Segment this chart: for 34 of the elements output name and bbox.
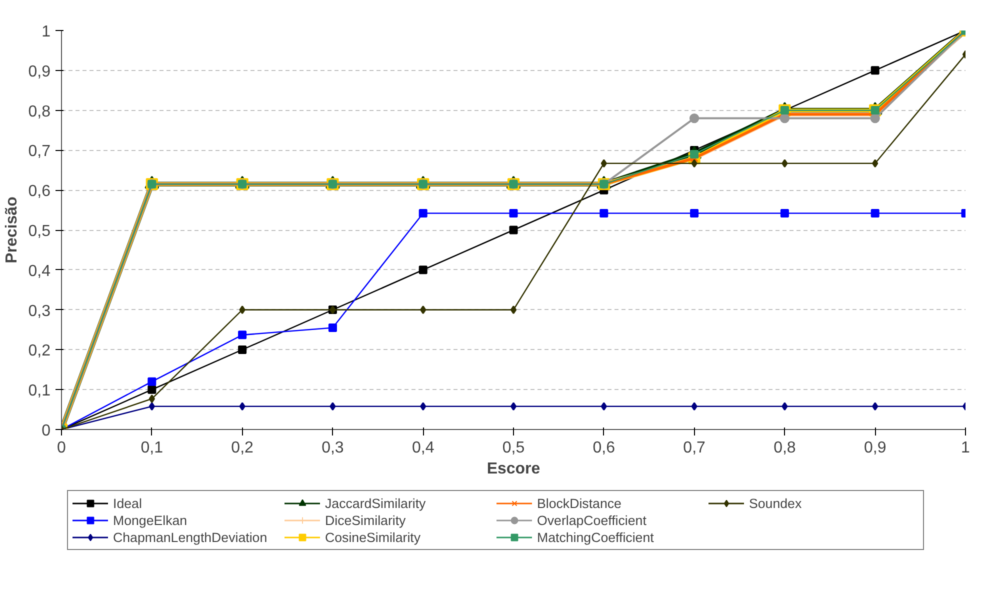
x-tick-label: 0,5 xyxy=(502,440,525,456)
x-tick-label: 0,2 xyxy=(231,440,254,456)
x-tick-label: 0,9 xyxy=(864,440,886,456)
y-axis-title: Precisão xyxy=(3,196,20,264)
x-tick-label: 0,6 xyxy=(592,440,616,456)
legend-label: JaccardSimilarity xyxy=(325,495,427,511)
y-tick-label: 0,8 xyxy=(28,103,51,120)
x-tick-label: 0,4 xyxy=(412,440,434,456)
x-axis-title: Escore xyxy=(486,460,540,478)
y-tick-label: 0,5 xyxy=(28,223,51,240)
y-tick-label: 0,2 xyxy=(28,342,51,360)
y-tick-label: 0,7 xyxy=(28,143,51,160)
x-tick-label: 0,1 xyxy=(140,440,164,456)
x-tick-label: 1 xyxy=(961,440,970,456)
legend-label: DiceSimilarity xyxy=(325,512,407,528)
x-tick-label: 0,3 xyxy=(322,440,344,456)
legend-label: Soundex xyxy=(749,495,803,511)
legend-label: OverlapCoefficient xyxy=(537,512,648,528)
x-tick-label: 0,8 xyxy=(774,440,796,456)
x-tick-label: 0,7 xyxy=(683,440,706,456)
y-tick-label: 0,6 xyxy=(28,183,51,200)
legend-label: BlockDistance xyxy=(537,495,622,511)
y-tick-label: 0,1 xyxy=(28,382,51,400)
legend-label: MongeElkan xyxy=(113,512,188,528)
y-tick-label: 0 xyxy=(42,422,51,440)
legend-label: MatchingCoefficient xyxy=(537,529,655,545)
x-tick-label: 0 xyxy=(57,440,66,456)
y-tick-label: 0,9 xyxy=(28,63,51,80)
legend-label: Ideal xyxy=(113,495,143,511)
legend-label: ChapmanLengthDeviation xyxy=(113,529,268,545)
y-tick-label: 0,3 xyxy=(28,302,51,320)
y-tick-label: 0,4 xyxy=(28,262,51,280)
legend-label: CosineSimilarity xyxy=(325,529,422,545)
y-tick-label: 1 xyxy=(42,24,51,40)
